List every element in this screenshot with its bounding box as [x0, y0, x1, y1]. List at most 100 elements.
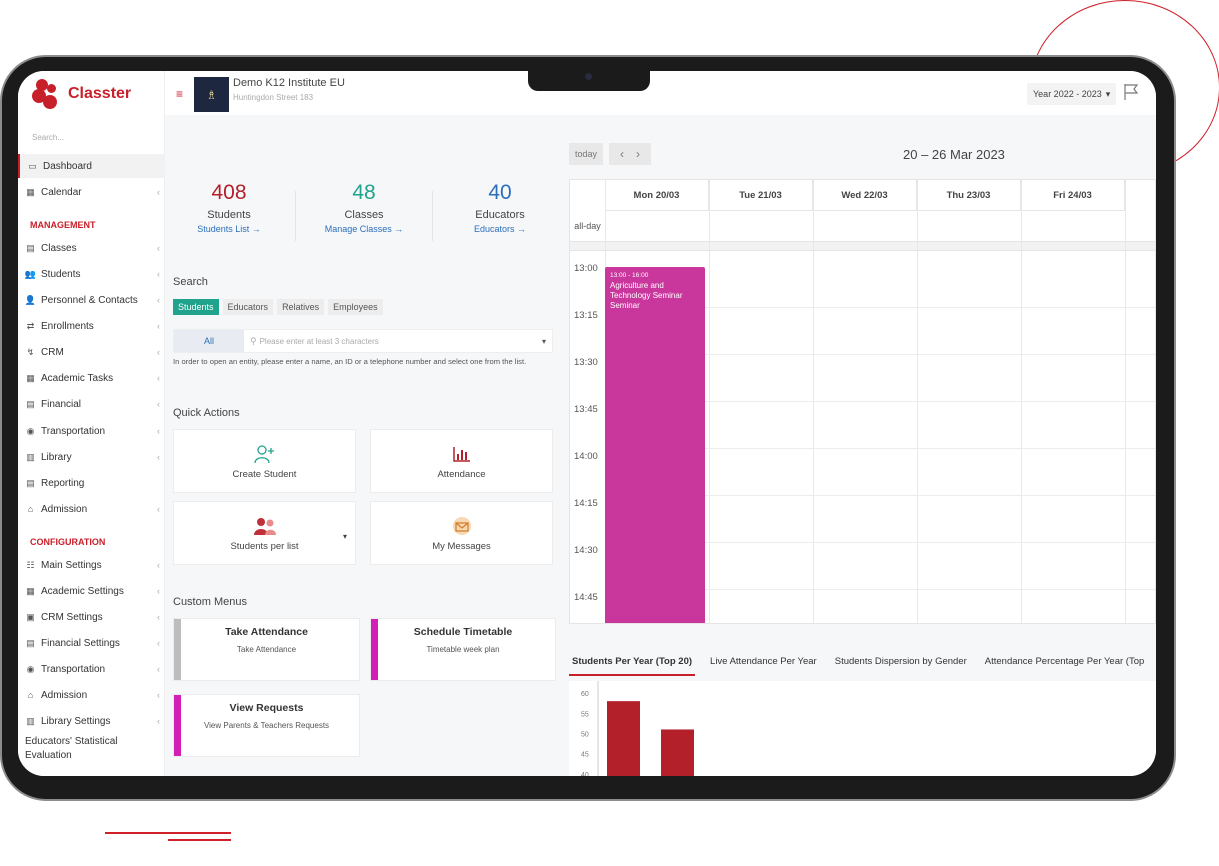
- bar[interactable]: [607, 701, 640, 776]
- sidebar-item-crm-settings[interactable]: ▣ CRM Settings ‹: [18, 605, 165, 629]
- chevron-down-icon[interactable]: ▾: [541, 336, 546, 346]
- stat-label: Students: [207, 209, 251, 221]
- search-input[interactable]: Please enter at least 3 characters: [259, 336, 379, 346]
- schedule-timetable-card[interactable]: Schedule Timetable Timetable week plan: [370, 618, 556, 681]
- sidebar-item-label: Transportation: [41, 425, 106, 437]
- tab-students-dispersion[interactable]: Students Dispersion by Gender: [834, 656, 967, 667]
- chevron-icon: ‹: [157, 373, 160, 383]
- my-messages-button[interactable]: My Messages: [370, 501, 553, 565]
- sidebar-item-crm[interactable]: ↯ CRM ‹: [18, 340, 165, 364]
- app-logo[interactable]: Classter: [32, 79, 131, 109]
- sidebar-item-enrollments[interactable]: ⇄ Enrollments ‹: [18, 314, 165, 338]
- financial-settings-icon: ▤: [26, 637, 35, 648]
- chevron-down-icon[interactable]: ▾: [342, 532, 347, 541]
- chevron-icon: ‹: [157, 243, 160, 253]
- grid-line: [605, 401, 1155, 402]
- sidebar-item-financial[interactable]: ▤ Financial ‹: [18, 392, 165, 416]
- sidebar-item-students[interactable]: 👥 Students ‹: [18, 262, 165, 286]
- search-scope-chips: Students Educators Relatives Employees: [173, 299, 383, 315]
- sidebar-item-main-settings[interactable]: ☷ Main Settings ‹: [18, 553, 165, 577]
- section-management: MANAGEMENT: [30, 220, 96, 230]
- chevron-icon: ‹: [157, 664, 160, 674]
- sidebar-item-financial-settings[interactable]: ▤ Financial Settings ‹: [18, 631, 165, 655]
- stat-label: Classes: [344, 209, 384, 221]
- sidebar-item-library-settings[interactable]: ▥ Library Settings ‹: [18, 709, 165, 733]
- create-student-button[interactable]: Create Student: [173, 429, 356, 493]
- calendar-event[interactable]: 13:00 - 16:00 Agriculture and Technology…: [605, 267, 705, 623]
- chip-educators[interactable]: Educators: [222, 299, 274, 315]
- y-tick-label: 60: [581, 691, 589, 698]
- search-scope-select[interactable]: All: [174, 330, 244, 352]
- chip-employees[interactable]: Employees: [328, 299, 383, 315]
- sidebar-item-educators-statistical-evaluation[interactable]: Educators' Statistical Evaluation: [18, 735, 165, 765]
- educators-link[interactable]: Educators →: [473, 224, 527, 234]
- tab-students-per-year[interactable]: Students Per Year (Top 20): [569, 654, 696, 676]
- chip-relatives[interactable]: Relatives: [277, 299, 325, 315]
- today-button[interactable]: today: [569, 143, 604, 165]
- sidebar-item-admission[interactable]: ⌂ Admission ‹: [18, 497, 165, 521]
- sidebar-item-transportation[interactable]: ◉ Transportation ‹: [18, 657, 165, 681]
- chevron-icon: ‹: [157, 452, 160, 462]
- chip-students[interactable]: Students: [173, 299, 219, 315]
- flag-icon[interactable]: [1123, 83, 1139, 101]
- reporting-icon: ▤: [26, 477, 35, 488]
- divider: [432, 191, 433, 241]
- chevron-icon: ‹: [157, 504, 160, 514]
- sidebar-item-transportation[interactable]: ◉ Transportation ‹: [18, 419, 165, 443]
- manage-classes-link[interactable]: Manage Classes →: [324, 224, 404, 234]
- chevron-icon: ‹: [157, 269, 160, 279]
- divider: [295, 191, 296, 241]
- grid-line: [917, 180, 918, 623]
- grid-line: [813, 180, 814, 623]
- sidebar-item-dashboard[interactable]: ▭ Dashboard: [18, 154, 165, 178]
- students-per-list-button[interactable]: Students per list ▾: [173, 501, 356, 565]
- menu-toggle-icon[interactable]: ≡: [176, 87, 184, 101]
- card-subtitle: Take Attendance: [236, 645, 297, 654]
- bar[interactable]: [661, 729, 694, 776]
- sidebar-item-classes[interactable]: ▤ Classes ‹: [18, 236, 165, 260]
- attendance-button[interactable]: Attendance: [370, 429, 553, 493]
- camera-icon: [585, 73, 592, 80]
- chevron-icon: ‹: [157, 560, 160, 570]
- tab-live-attendance[interactable]: Live Attendance Per Year: [710, 656, 817, 667]
- students-list-link[interactable]: Students List →: [197, 224, 261, 234]
- chevron-icon: ‹: [157, 426, 160, 436]
- sidebar-search-input[interactable]: Search...: [32, 133, 65, 142]
- app-name: Classter: [68, 85, 132, 102]
- prev-week-button[interactable]: ‹: [620, 147, 625, 161]
- view-requests-card[interactable]: View Requests View Parents & Teachers Re…: [173, 694, 360, 757]
- all-day-label: all-day: [574, 221, 601, 231]
- sidebar-item-label: Admission: [41, 503, 88, 515]
- time-label: 14:15: [574, 498, 598, 509]
- sidebar-item-calendar[interactable]: ▦ Calendar ‹: [18, 180, 165, 204]
- decorative-line: [105, 832, 231, 834]
- card-title: View Requests: [229, 702, 304, 714]
- academic-settings-icon: ▦: [26, 585, 35, 596]
- quick-actions-title: Quick Actions: [173, 407, 240, 419]
- tablet-notch: [528, 71, 650, 91]
- personnel-icon: 👤: [24, 294, 37, 305]
- tab-attendance-percentage[interactable]: Attendance Percentage Per Year (Top: [984, 656, 1145, 667]
- bus-icon: ◉: [26, 425, 35, 436]
- next-week-button[interactable]: ›: [636, 147, 641, 161]
- stat-value: 408: [211, 181, 247, 204]
- envelope-icon: [452, 515, 472, 537]
- students-icon: 👥: [24, 268, 37, 279]
- sidebar-item-admission[interactable]: ⌂ Admission ‹: [18, 683, 165, 707]
- sidebar-item-academic-settings[interactable]: ▦ Academic Settings ‹: [18, 579, 165, 603]
- sidebar-item-library[interactable]: ▥ Library ‹: [18, 445, 165, 469]
- card-subtitle: Timetable week plan: [426, 645, 500, 654]
- admission-icon: ⌂: [27, 504, 34, 514]
- year-selector[interactable]: Year 2022 - 2023 ▾: [1027, 83, 1117, 105]
- sidebar-item-reporting[interactable]: ▤ Reporting: [18, 471, 165, 495]
- grid-line: [1021, 180, 1022, 623]
- day-header: Fri 24/03: [1021, 180, 1125, 211]
- sidebar-item-label: Reporting: [41, 477, 85, 489]
- day-header: Thu 23/03: [917, 180, 1021, 211]
- sidebar-item-academic-tasks[interactable]: ▦ Academic Tasks ‹: [18, 366, 165, 390]
- take-attendance-card[interactable]: Take Attendance Take Attendance: [173, 618, 360, 681]
- calendar-date-range: 20 – 26 Mar 2023: [903, 147, 1005, 162]
- y-tick-label: 50: [581, 732, 589, 739]
- divider: [570, 241, 1155, 251]
- sidebar-item-personnel-contacts[interactable]: 👤 Personnel & Contacts ‹: [18, 288, 165, 312]
